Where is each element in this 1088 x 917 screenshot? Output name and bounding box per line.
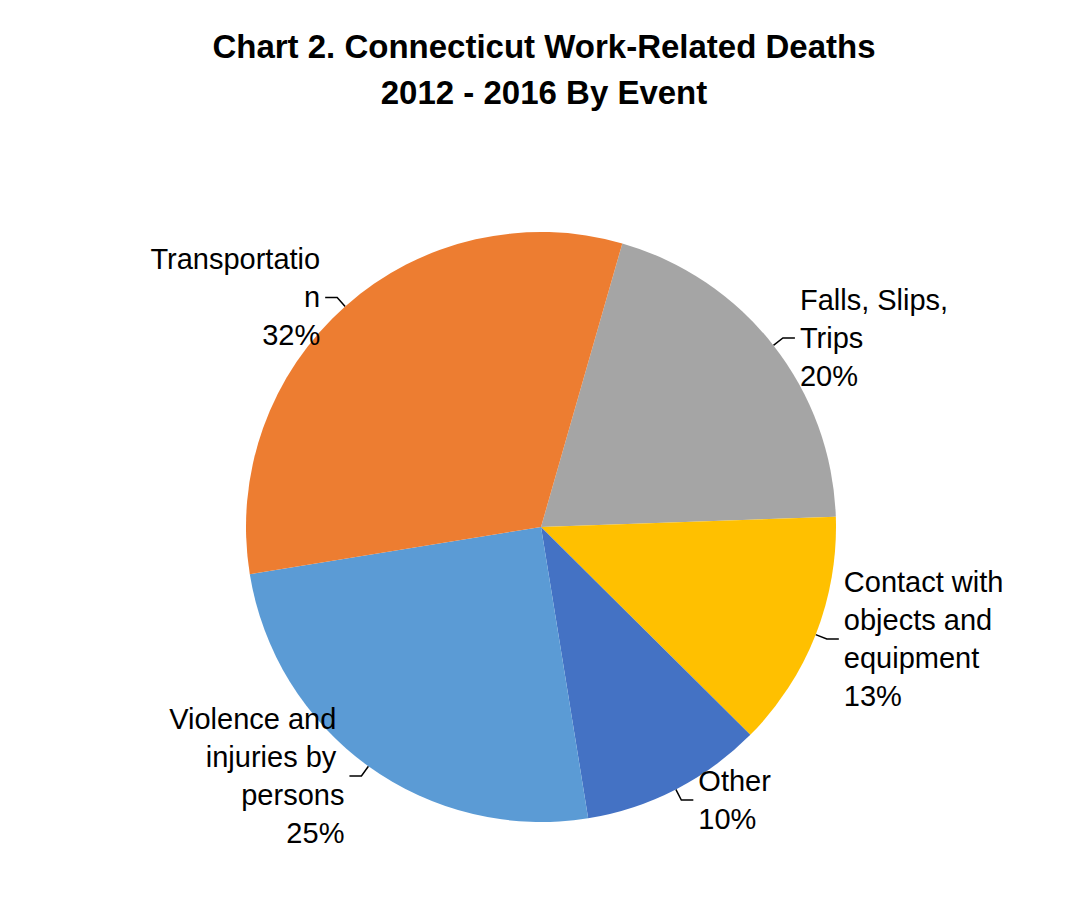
svg-text:persons: persons	[241, 779, 344, 811]
svg-text:equipment: equipment	[844, 642, 979, 674]
svg-text:injuries by: injuries by	[206, 741, 345, 773]
svg-text:Violence and: Violence and	[169, 703, 344, 735]
svg-text:2012 - 2016 By Event: 2012 - 2016 By Event	[381, 74, 708, 111]
svg-text:20%: 20%	[800, 360, 858, 392]
svg-text:13%: 13%	[844, 680, 902, 712]
svg-text:25%: 25%	[286, 817, 344, 849]
svg-text:32%: 32%	[262, 319, 320, 351]
svg-text:Contact with: Contact with	[844, 566, 1012, 598]
svg-text:Trips: Trips	[800, 322, 863, 354]
svg-text:n: n	[304, 281, 320, 313]
svg-text:objects and: objects and	[844, 604, 1000, 636]
svg-text:Falls, Slips,: Falls, Slips,	[800, 284, 956, 316]
svg-text:Other: Other	[698, 765, 771, 797]
svg-text:Chart 2. Connecticut Work-Rela: Chart 2. Connecticut Work-Related Deaths	[212, 28, 875, 65]
svg-text:10%: 10%	[698, 803, 756, 835]
svg-text:Transportatio: Transportatio	[150, 243, 320, 275]
